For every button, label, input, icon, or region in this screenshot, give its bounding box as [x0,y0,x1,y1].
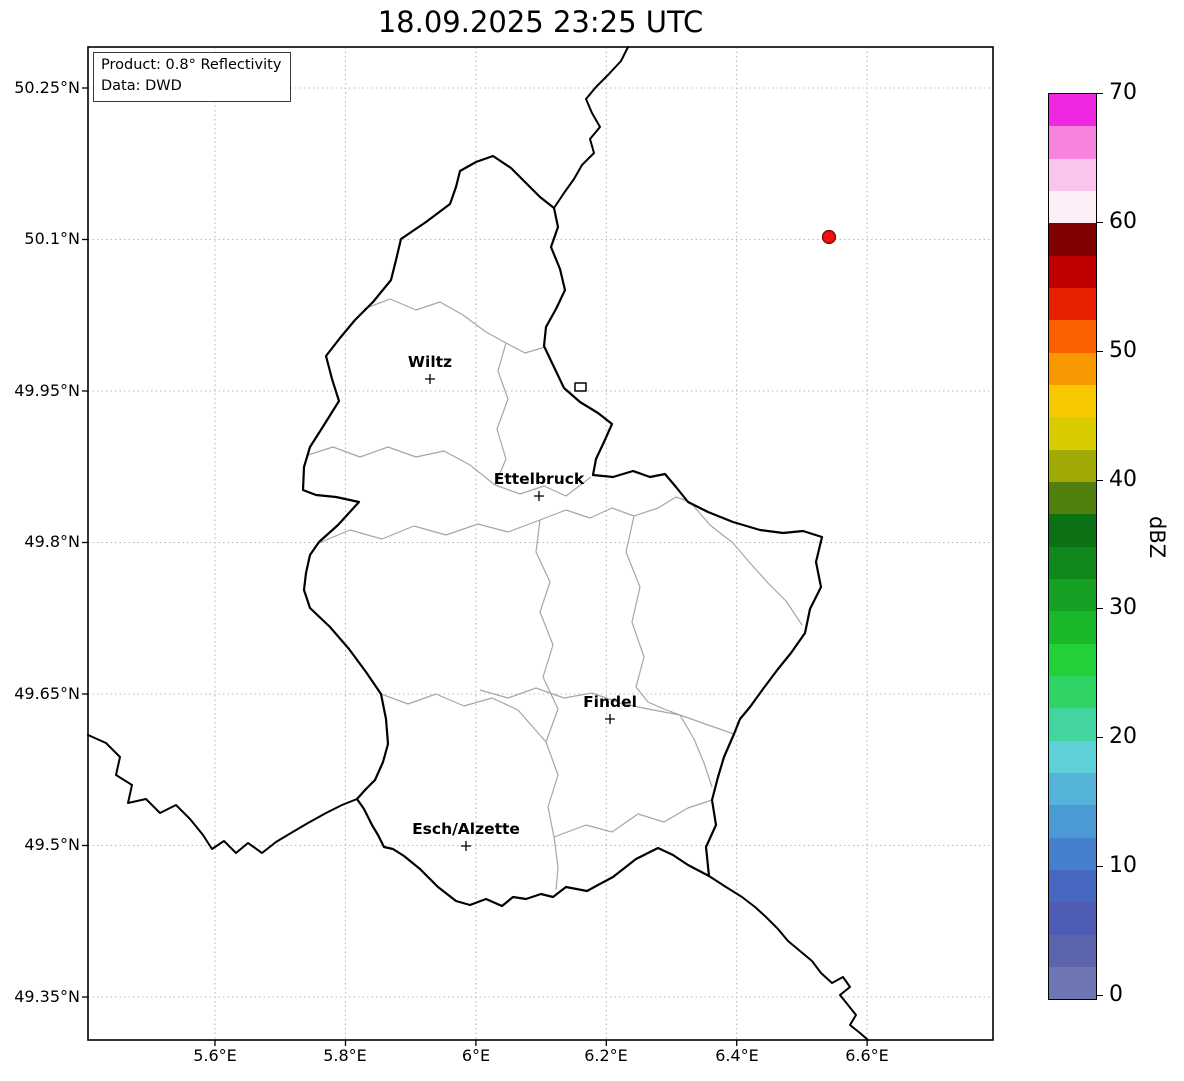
colorbar-tick [1096,608,1103,610]
product-info-line: Product: 0.8° Reflectivity [101,57,282,73]
colorbar-segment [1049,255,1096,288]
colorbar-segment [1049,384,1096,418]
city-marker-esch-alzette [461,841,471,851]
y-tick-label: 50.25°N [14,78,80,97]
colorbar-segment [1049,320,1096,353]
colorbar [1048,93,1097,1000]
colorbar-gradient [1049,94,1096,1000]
colorbar-segment [1049,190,1096,224]
colorbar-tick-label: 50 [1109,337,1137,363]
city-marker-ettelbruck [534,491,544,501]
colorbar-tick [1096,350,1103,352]
x-tick-label: 6°E [461,1046,491,1065]
plot-border [87,46,994,1041]
colorbar-segment [1049,546,1096,579]
colorbar-tick-label: 40 [1109,466,1137,492]
colorbar-ticks: 0 10 20 30 40 50 60 70 [1096,80,1184,1007]
colorbar-tick-label: 20 [1109,724,1137,750]
colorbar-tick-label: 30 [1109,595,1137,621]
colorbar-segment [1049,158,1096,191]
cities: Wiltz Ettelbruck Findel Esch/Alzette [408,353,637,851]
colorbar-segment [1049,611,1096,644]
x-tick-label: 6.2°E [584,1046,628,1065]
city-label-wiltz: Wiltz [408,353,452,371]
colorbar-tick [1096,995,1103,996]
colorbar-segment [1049,514,1096,547]
colorbar-segment [1049,805,1096,838]
colorbar-segment [1049,675,1096,709]
colorbar-segment [1049,740,1096,773]
colorbar-tick-label: 70 [1109,80,1137,105]
x-tick-label: 6.4°E [715,1046,759,1065]
city-marker-wiltz [425,374,435,384]
colorbar-tick [1096,479,1103,481]
colorbar-segment [1049,772,1096,806]
map-plot: Wiltz Ettelbruck Findel Esch/Alzette [82,46,994,1046]
colorbar-segment [1049,94,1096,127]
colorbar-segment [1049,643,1096,676]
luxembourg-border [301,154,824,908]
y-tick-label: 49.5°N [24,835,80,854]
city-label-findel: Findel [583,693,637,711]
colorbar-segment [1049,352,1096,385]
colorbar-segment [1049,934,1096,967]
colorbar-segment [1049,126,1096,159]
product-info-box: Product: 0.8° Reflectivity Data: DWD [93,52,292,103]
axis-tick-marks [82,87,868,1046]
colorbar-tick [1096,737,1103,739]
city-label-ettelbruck: Ettelbruck [494,470,585,488]
colorbar-label: dBZ [1145,516,1169,559]
canton-borders [307,298,803,891]
figure-title: 18.09.2025 23:25 UTC [377,5,704,39]
colorbar-segment [1049,869,1096,903]
france-belgium-border [87,734,358,854]
radar-cell [821,229,837,245]
colorbar-segment [1049,837,1096,870]
colorbar-segment [1049,578,1096,612]
border-detail-square [574,382,587,392]
y-tick-label: 49.8°N [24,532,80,551]
colorbar-segment [1049,966,1096,1000]
colorbar-segment [1049,708,1096,741]
colorbar-segment [1049,449,1096,482]
country-borders [87,46,869,1041]
data-source-line: Data: DWD [101,78,182,95]
colorbar-segment [1049,223,1096,256]
colorbar-tick-label: 10 [1109,853,1137,879]
graticule-grid [88,47,993,1040]
y-tick-label: 49.65°N [14,684,80,703]
city-label-esch-alzette: Esch/Alzette [412,820,520,838]
colorbar-tick [1096,221,1103,223]
colorbar-tick-label: 60 [1109,208,1137,234]
colorbar-tick [1096,866,1103,868]
y-tick-label: 49.95°N [14,381,80,400]
y-tick-label: 50.1°N [24,229,80,248]
x-tick-label: 6.6°E [845,1046,889,1065]
x-tick-label: 5.8°E [323,1046,367,1065]
colorbar-segment [1049,902,1096,935]
colorbar-segment [1049,481,1096,515]
colorbar-tick-label: 0 [1109,982,1123,1007]
france-germany-border [708,875,869,1041]
y-tick-label: 49.35°N [14,987,80,1006]
belgium-germany-border [553,46,629,209]
x-tick-label: 5.6°E [193,1046,237,1065]
colorbar-segment [1049,287,1096,321]
city-marker-findel [605,714,615,724]
colorbar-segment [1049,417,1096,450]
colorbar-tick [1096,93,1103,94]
